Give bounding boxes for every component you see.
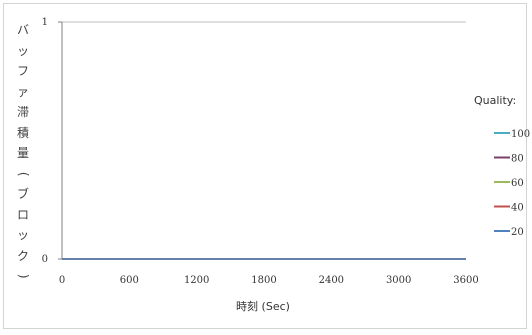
x-tick-label-3: 1800 [251, 275, 276, 286]
legend: Quality: 100 80 60 40 20 [474, 94, 530, 238]
x-tick-label-6: 3600 [453, 275, 478, 286]
y-tick-labels: 01 [42, 17, 62, 265]
y-tick-label-0: 0 [42, 254, 48, 265]
y-axis-label: バッファ滞積量(ブロック) [16, 23, 31, 279]
x-tick-label-4: 2400 [319, 275, 344, 286]
chart-area [3, 3, 527, 329]
legend-label-20: 20 [511, 227, 524, 238]
x-tick-labels: 0 600 1200 1800 2400 3000 3600 [59, 275, 479, 286]
axes [61, 22, 466, 260]
x-tick-label-2: 1200 [184, 275, 209, 286]
x-tick-label-1: 600 [120, 275, 139, 286]
legend-label-80: 80 [511, 154, 524, 165]
legend-label-100: 100 [511, 129, 530, 140]
x-axis-label: 時刻 (Sec) [236, 299, 290, 313]
x-tick-label-5: 3000 [386, 275, 411, 286]
y-tick-label-1: 1 [42, 17, 48, 28]
legend-title: Quality: [474, 94, 516, 107]
x-tick-label-0: 0 [59, 275, 65, 286]
legend-label-60: 60 [511, 178, 524, 189]
legend-label-40: 40 [511, 203, 524, 214]
